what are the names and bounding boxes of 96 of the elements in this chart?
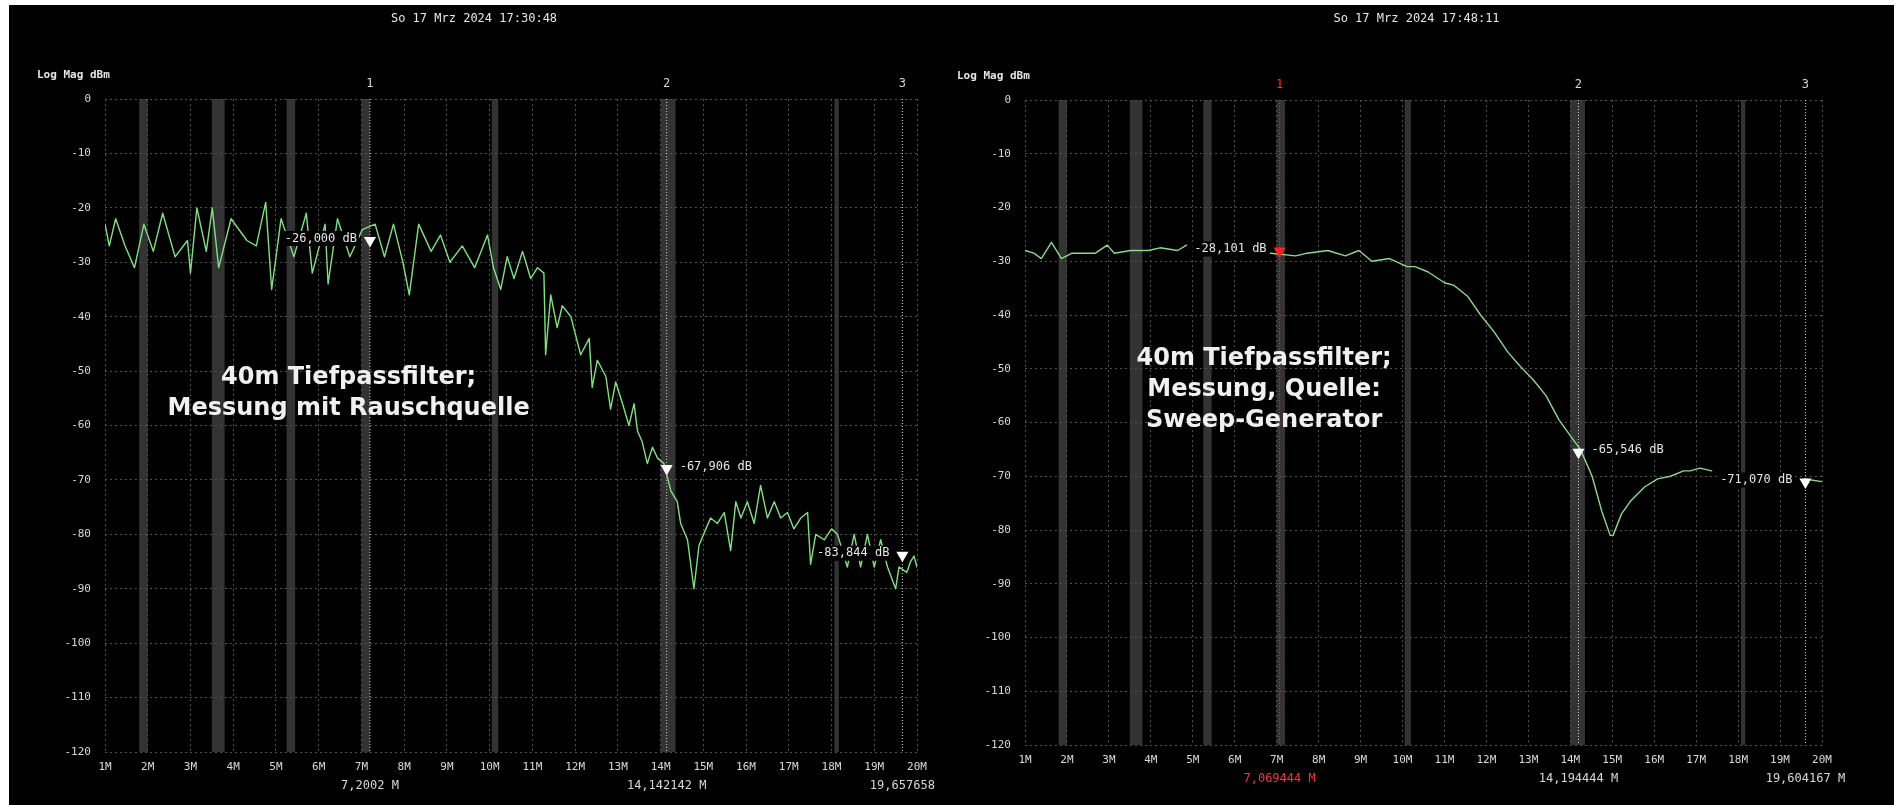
x-tick-label: 15M [1602, 753, 1623, 767]
x-tick-label: 1M [98, 760, 112, 774]
ref-line-label: 14,194444 M [1538, 771, 1619, 786]
point [1273, 247, 1286, 259]
y-tick-label: -30 [991, 254, 1011, 268]
x-tick-label: 14M [650, 760, 671, 774]
y-tick-label: 0 [84, 91, 91, 105]
ref-line-label: 7,069444 M [1243, 771, 1316, 786]
x-tick-label: 8M [397, 760, 412, 774]
x-tick-label: 1M [1018, 753, 1032, 767]
annotation: 1 [1275, 77, 1284, 92]
y-tick-label: -110 [64, 690, 91, 704]
y-tick-label: -100 [984, 630, 1011, 644]
x-tick-label: 6M [1228, 753, 1242, 767]
y-tick-label: -20 [71, 200, 91, 214]
x-tick-label: 13M [607, 760, 629, 774]
x-tick-label: 17M [1686, 753, 1707, 767]
x-tick-label: 18M [821, 760, 842, 774]
x-tick-label: 17M [778, 760, 800, 774]
point [1572, 448, 1585, 460]
x-tick-label: 10M [479, 760, 500, 774]
ref-line-label: 19,657658 [869, 778, 935, 793]
annotation: 40m Tiefpassfilter; Messung mit Rauschquelle [167, 361, 530, 421]
annotation: 2 [663, 76, 671, 91]
y-tick-label: -50 [71, 363, 91, 377]
x-tick-label: 20M [907, 760, 928, 774]
x-tick-label: 19M [864, 760, 885, 774]
y-tick-label: -80 [71, 527, 91, 541]
x-tick-label: 5M [269, 760, 283, 774]
x-tick-label: 4M [226, 760, 241, 774]
annotation: -65,546 dB [1591, 442, 1664, 457]
y-tick-label: -60 [991, 415, 1011, 429]
point [660, 465, 673, 476]
annotation: 2 [1574, 77, 1583, 92]
x-tick-label: 16M [1644, 753, 1665, 767]
x-tick-label: 2M [141, 760, 155, 774]
annotation: -83,844 dB [817, 545, 890, 560]
point [1799, 478, 1812, 489]
y-tick-label: -40 [71, 309, 91, 323]
chart-title: So 17 Mrz 2024 17:30:48 [390, 11, 558, 26]
y-tick-label: -90 [71, 581, 91, 595]
y-tick-label: -40 [991, 307, 1011, 321]
x-tick-label: 20M [1812, 753, 1833, 767]
x-tick-label: 9M [1353, 753, 1368, 767]
y-tick-label: -110 [984, 684, 1011, 698]
x-tick-label: 6M [312, 760, 326, 774]
x-tick-label: 10M [1392, 753, 1413, 767]
annotation: -26,000 dB [284, 230, 357, 245]
x-tick-label: 16M [736, 760, 757, 774]
x-tick-label: 2M [1060, 753, 1074, 767]
y-tick-label: -120 [984, 737, 1011, 751]
x-tick-label: 18M [1728, 753, 1749, 767]
annotation: -71,070 dB [1720, 472, 1793, 487]
x-tick-label: 7M [354, 760, 369, 774]
x-tick-label: 11M [522, 760, 543, 774]
annotation: 40m Tiefpassfilter; Messung, Quelle: Sweep-Generator [1136, 343, 1392, 434]
y-tick-label: -50 [991, 361, 1011, 375]
y-tick-label: -90 [991, 576, 1011, 590]
y-tick-label: -60 [71, 418, 91, 432]
y-tick-label: -30 [71, 255, 91, 269]
x-tick-label: 12M [1476, 753, 1497, 767]
y-tick-label: -70 [71, 472, 91, 486]
annotation: 3 [898, 76, 906, 91]
x-tick-label: 7M [1270, 753, 1284, 767]
y-tick-label: -20 [991, 200, 1011, 214]
x-tick-label: 3M [1102, 753, 1116, 767]
x-tick-label: 19M [1770, 753, 1791, 767]
x-tick-label: 12M [565, 760, 586, 774]
y-tick-label: -120 [64, 744, 91, 758]
chart-title: So 17 Mrz 2024 17:48:11 [1333, 11, 1500, 26]
ref-line-label: 19,604167 M [1765, 771, 1846, 786]
point [363, 236, 377, 248]
y-tick-label: -10 [991, 146, 1011, 160]
x-tick-label: 5M [1186, 753, 1200, 767]
x-tick-label: 4M [1144, 753, 1158, 767]
y-axis-title: Log Mag dBm [957, 68, 1031, 82]
y-tick-label: -80 [991, 522, 1011, 536]
x-tick-label: 15M [693, 760, 714, 774]
annotation: 1 [366, 76, 374, 91]
y-tick-label: -10 [71, 146, 91, 160]
x-tick-label: 14M [1560, 753, 1581, 767]
y-tick-label: -100 [64, 636, 91, 650]
y-tick-label: 0 [1004, 92, 1011, 106]
ref-line-label: 7,2002 M [341, 778, 399, 793]
annotation: -28,101 dB [1194, 241, 1267, 256]
x-tick-label: 9M [440, 760, 454, 774]
ref-line-label: 14,142142 M [626, 778, 707, 793]
annotation: 3 [1801, 77, 1810, 92]
x-tick-label: 13M [1518, 753, 1539, 767]
point [896, 551, 909, 563]
annotation: -67,906 dB [679, 458, 752, 473]
y-tick-label: -70 [991, 469, 1011, 483]
y-axis-title: Log Mag dBm [37, 67, 111, 81]
x-tick-label: 8M [1312, 753, 1326, 767]
x-tick-label: 3M [183, 760, 198, 774]
x-tick-label: 11M [1434, 753, 1455, 767]
